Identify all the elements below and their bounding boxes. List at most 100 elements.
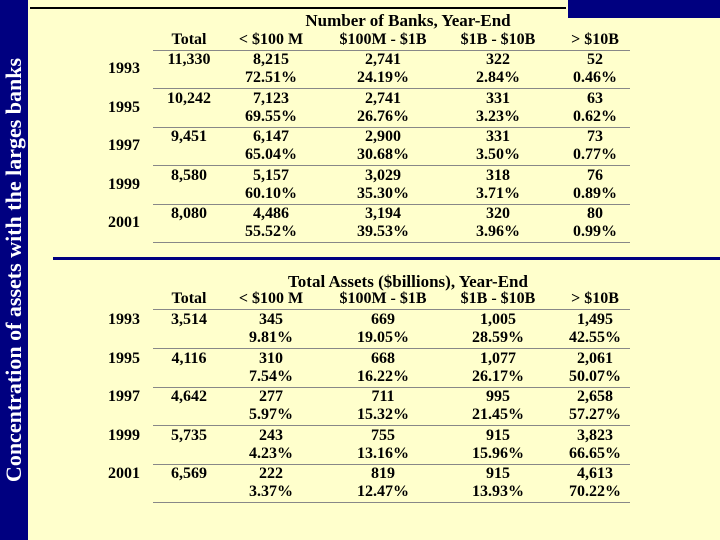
banks-cell-percent: 26.76% [357, 107, 409, 125]
assets-cell-value: 4,116 [171, 349, 207, 367]
banks-cell-value: 2,741 [365, 89, 401, 107]
assets-cell-value: 819 [371, 465, 395, 482]
assets-cell-value: 6,569 [171, 465, 207, 482]
banks-row-year: 1993 [108, 60, 140, 77]
banks-col-header-0: Total [171, 31, 207, 48]
assets-header-rule [153, 309, 630, 310]
banks-cell-percent: 72.51% [245, 69, 297, 86]
banks-cell-value: 320 [486, 205, 510, 222]
banks-row-rule [153, 203, 630, 205]
banks-table-title: Number of Banks, Year-End [305, 11, 511, 30]
banks-cell-value: 7,123 [253, 89, 289, 107]
assets-cell-percent: 42.55% [569, 329, 621, 346]
assets-cell-percent: 28.59% [472, 329, 524, 346]
assets-cell-value: 1,077 [480, 349, 516, 367]
assets-cell-percent: 26.17% [472, 367, 524, 385]
banks-cell-value: 2,900 [365, 128, 401, 145]
banks-cell-value: 2,741 [365, 51, 401, 68]
assets-cell-value: 1,495 [577, 311, 613, 328]
assets-row-rule [153, 425, 630, 426]
assets-cell-value: 3,823 [577, 426, 613, 444]
banks-cell-value: 3,194 [365, 205, 401, 222]
assets-cell-percent: 5.97% [249, 406, 293, 423]
banks-cell-percent: 35.30% [357, 184, 409, 202]
assets-cell-value: 668 [371, 349, 395, 367]
banks-cell-value: 76 [587, 166, 603, 184]
banks-cell-value: 8,080 [171, 205, 207, 222]
banks-cell-percent: 3.71% [476, 184, 520, 202]
banks-cell-percent: 2.84% [476, 69, 520, 86]
assets-row-year: 1995 [108, 349, 140, 367]
assets-cell-percent: 19.05% [357, 329, 409, 346]
assets-cell-value: 5,735 [171, 426, 207, 444]
assets-cell-value: 3,514 [171, 311, 207, 328]
assets-cell-value: 915 [486, 465, 510, 482]
banks-cell-percent: 55.52% [245, 223, 297, 240]
banks-row-year: 2001 [108, 214, 140, 231]
banks-cell-value: 5,157 [253, 166, 289, 184]
assets-cell-value: 2,658 [577, 388, 613, 405]
banks-col-header-2: $100M - $1B [339, 31, 427, 48]
banks-row-rule [153, 165, 630, 166]
assets-cell-percent: 7.54% [249, 367, 293, 385]
banks-row-rule [153, 242, 630, 243]
assets-cell-value: 277 [259, 388, 283, 405]
assets-cell-percent: 16.22% [357, 367, 409, 385]
assets-row-year: 1997 [108, 388, 140, 405]
slide-title: Concentration of assets with the larges … [1, 57, 26, 483]
banks-cell-value: 318 [486, 166, 510, 184]
assets-row-rule [153, 348, 630, 349]
banks-col-header-3: $1B - $10B [460, 31, 536, 48]
assets-cell-value: 4,642 [171, 388, 207, 405]
banks-cell-percent: 3.96% [476, 223, 520, 240]
banks-cell-value: 80 [587, 205, 603, 222]
assets-col-header-3: $1B - $10B [460, 290, 536, 307]
banks-cell-value: 322 [486, 51, 510, 68]
assets-cell-value: 755 [371, 426, 395, 444]
assets-cell-value: 345 [259, 311, 283, 328]
banks-row-year: 1995 [108, 98, 140, 116]
banks-cell-percent: 60.10% [245, 184, 297, 202]
assets-table-title: Total Assets ($billions), Year-End [288, 272, 528, 291]
banks-cell-value: 8,580 [171, 166, 207, 184]
corner-accent [568, 0, 720, 18]
banks-cell-value: 3,029 [365, 166, 401, 184]
banks-cell-percent: 30.68% [357, 146, 409, 163]
banks-row-rule [153, 88, 630, 89]
assets-cell-percent: 66.65% [569, 444, 621, 462]
banks-cell-percent: 3.23% [476, 107, 520, 125]
assets-row-year: 2001 [108, 465, 140, 482]
assets-cell-percent: 50.07% [569, 367, 621, 385]
assets-row-rule [153, 502, 630, 503]
banks-cell-value: 11,330 [167, 51, 211, 68]
assets-row-year: 1993 [108, 311, 140, 328]
assets-col-header-0: Total [171, 290, 207, 307]
assets-row-rule [153, 463, 630, 465]
assets-col-header-4: > $10B [571, 290, 619, 307]
banks-col-header-4: > $10B [571, 31, 619, 48]
banks-cell-value: 4,486 [253, 205, 289, 222]
banks-cell-percent: 0.77% [573, 146, 617, 163]
banks-cell-percent: 3.50% [476, 146, 520, 163]
banks-cell-percent: 39.53% [357, 223, 409, 240]
assets-cell-percent: 9.81% [249, 329, 293, 346]
assets-cell-percent: 15.96% [472, 444, 524, 462]
assets-cell-percent: 3.37% [249, 483, 293, 500]
assets-cell-value: 243 [259, 426, 283, 444]
banks-cell-percent: 0.89% [573, 184, 617, 202]
banks-cell-value: 331 [486, 128, 510, 145]
banks-row-year: 1999 [108, 175, 140, 193]
banks-cell-percent: 0.99% [573, 223, 617, 240]
banks-cell-percent: 0.46% [573, 69, 617, 86]
top-rule [30, 7, 566, 9]
assets-row-year: 1999 [108, 426, 140, 444]
assets-cell-value: 1,005 [480, 311, 516, 328]
banks-col-header-1: < $100 M [238, 31, 304, 48]
assets-cell-value: 669 [371, 311, 395, 328]
sidebar: Concentration of assets with the larges … [0, 0, 28, 540]
assets-cell-value: 995 [486, 388, 510, 405]
banks-cell-value: 331 [486, 89, 510, 107]
banks-row-rule [153, 126, 630, 128]
banks-cell-percent: 24.19% [357, 69, 409, 86]
banks-cell-value: 63 [587, 89, 603, 107]
